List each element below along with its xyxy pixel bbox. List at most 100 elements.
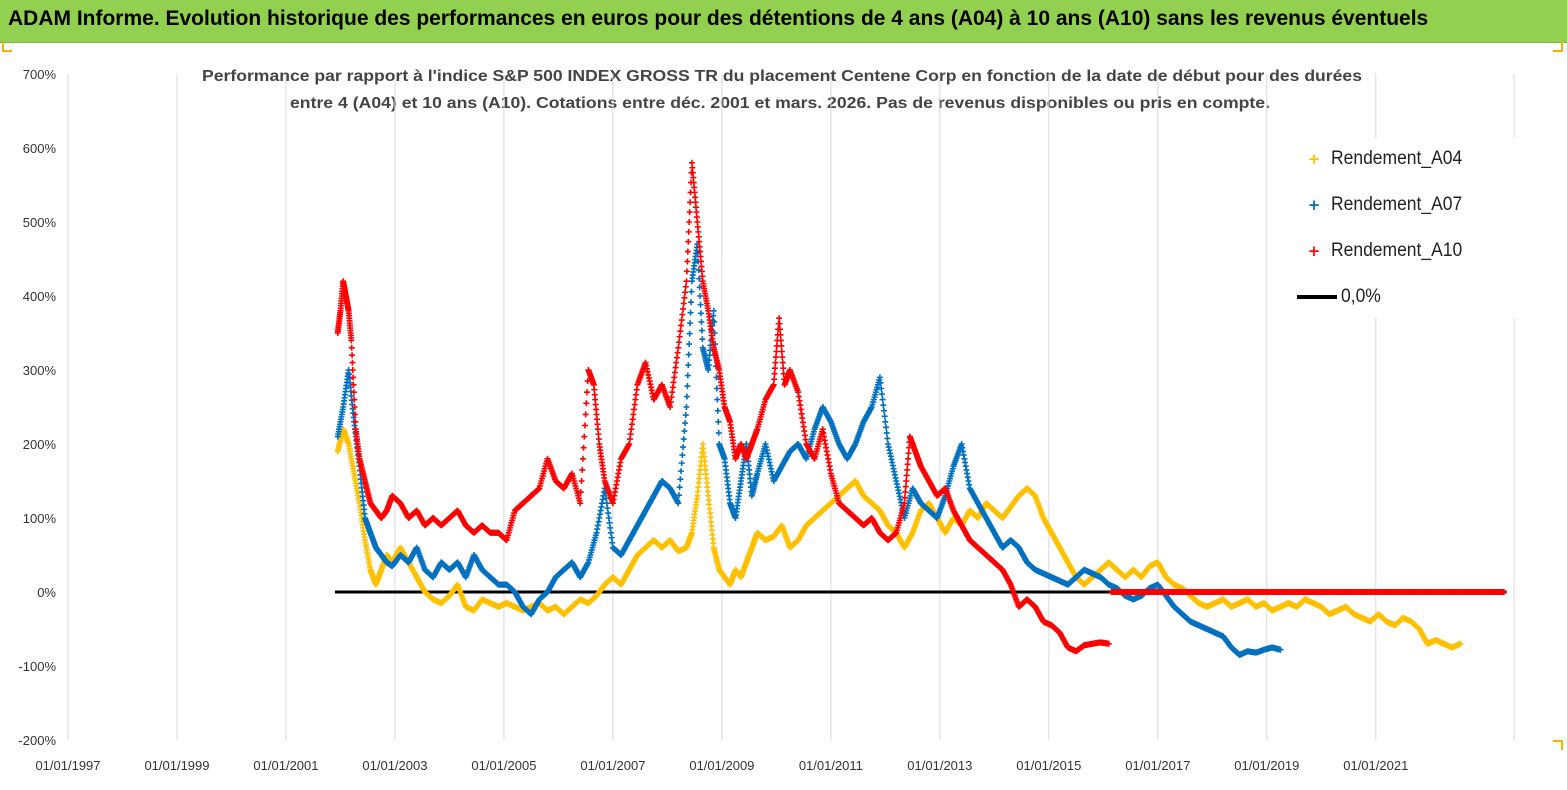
data-point	[350, 374, 357, 381]
data-point	[776, 320, 783, 327]
data-point	[780, 365, 787, 372]
data-point	[348, 344, 355, 351]
data-point	[579, 466, 586, 473]
data-point	[581, 422, 588, 429]
data-point	[350, 389, 357, 396]
data-point	[903, 478, 910, 484]
plus-marker-icon: +	[1307, 150, 1321, 168]
data-point	[777, 326, 784, 333]
data-point	[880, 402, 887, 409]
data-point	[1277, 646, 1284, 653]
data-point	[686, 219, 693, 225]
data-point	[697, 310, 704, 317]
x-tick-label: 01/01/2003	[362, 758, 427, 773]
data-point	[876, 374, 883, 381]
data-point	[882, 418, 889, 425]
chart-subtitle-line-1: Performance par rapport à l'indice S&P 5…	[202, 68, 1362, 85]
data-point	[779, 359, 786, 366]
corner-marker	[1553, 42, 1563, 52]
data-point	[684, 372, 691, 379]
data-point	[1105, 640, 1112, 647]
data-point	[698, 327, 705, 334]
data-point	[696, 284, 703, 291]
y-tick-label: 500%	[23, 215, 57, 230]
series-points	[334, 159, 1507, 658]
data-point	[904, 466, 911, 473]
data-point	[680, 436, 687, 443]
data-point	[881, 413, 888, 420]
y-tick-label: 600%	[23, 141, 57, 156]
y-tick-label: 0%	[37, 585, 56, 600]
data-point	[675, 500, 682, 507]
data-point	[878, 385, 885, 392]
x-tick-label: 01/01/2017	[1125, 758, 1190, 773]
x-tick-label: 01/01/2009	[689, 758, 754, 773]
data-point	[884, 435, 891, 442]
x-tick-label: 01/01/2001	[253, 758, 318, 773]
data-point	[902, 489, 909, 496]
y-tick-label: 200%	[23, 437, 57, 452]
legend-label: Rendement_A10	[1331, 240, 1463, 261]
data-point	[583, 400, 590, 407]
data-point	[880, 407, 887, 414]
legend-label: Rendement_A04	[1331, 148, 1463, 169]
data-point	[685, 362, 692, 369]
y-tick-label: 100%	[23, 511, 57, 526]
data-point	[682, 412, 689, 419]
data-point	[685, 228, 692, 235]
plus-marker-icon: +	[1307, 196, 1321, 214]
x-tick-label: 01/01/2007	[580, 758, 645, 773]
data-point	[680, 305, 687, 312]
data-point	[777, 337, 784, 344]
data-point	[773, 348, 780, 355]
y-tick-label: -200%	[18, 733, 56, 748]
data-point	[349, 352, 356, 359]
data-point	[577, 489, 584, 496]
data-point	[902, 483, 909, 490]
data-point	[779, 354, 786, 361]
data-point	[777, 331, 784, 338]
corner-marker	[2, 42, 12, 52]
y-tick-label: 300%	[23, 363, 57, 378]
series-rendement-a10	[334, 159, 1112, 655]
data-point	[351, 411, 358, 418]
data-point	[682, 283, 689, 290]
x-tick-label: 01/01/2005	[471, 758, 536, 773]
data-point	[680, 444, 687, 451]
data-point	[905, 455, 912, 462]
data-point	[578, 478, 585, 484]
data-point	[686, 209, 693, 216]
data-point	[678, 460, 685, 467]
data-point	[684, 258, 691, 265]
data-point	[577, 500, 584, 507]
data-point	[696, 275, 703, 282]
data-point	[351, 396, 358, 403]
data-point	[883, 424, 890, 431]
data-point	[678, 317, 685, 324]
x-tick-label: 01/01/2013	[907, 758, 972, 773]
data-point	[711, 318, 718, 325]
data-point	[879, 396, 886, 403]
data-point	[903, 472, 910, 479]
data-point	[675, 344, 682, 351]
data-point	[776, 315, 783, 322]
data-point	[685, 238, 692, 245]
data-point	[771, 370, 778, 377]
data-point	[677, 328, 684, 335]
data-point	[687, 199, 694, 206]
data-point	[699, 336, 706, 343]
data-point	[687, 309, 694, 316]
data-point	[677, 476, 684, 483]
x-tick-label: 01/01/2011	[799, 758, 863, 773]
report-title: ADAM Informe. Evolution historique des p…	[8, 7, 1429, 30]
x-tick-label: 01/01/1999	[144, 758, 209, 773]
data-point	[905, 450, 912, 457]
data-point	[683, 268, 690, 275]
data-point	[772, 359, 779, 366]
data-point	[348, 337, 355, 344]
x-axis-ticks: 01/01/1997 01/01/1999 01/01/2001 01/01/2003…	[35, 758, 1408, 773]
data-point	[778, 348, 785, 355]
data-point	[770, 381, 777, 388]
data-point	[710, 307, 717, 314]
data-point	[681, 294, 688, 301]
